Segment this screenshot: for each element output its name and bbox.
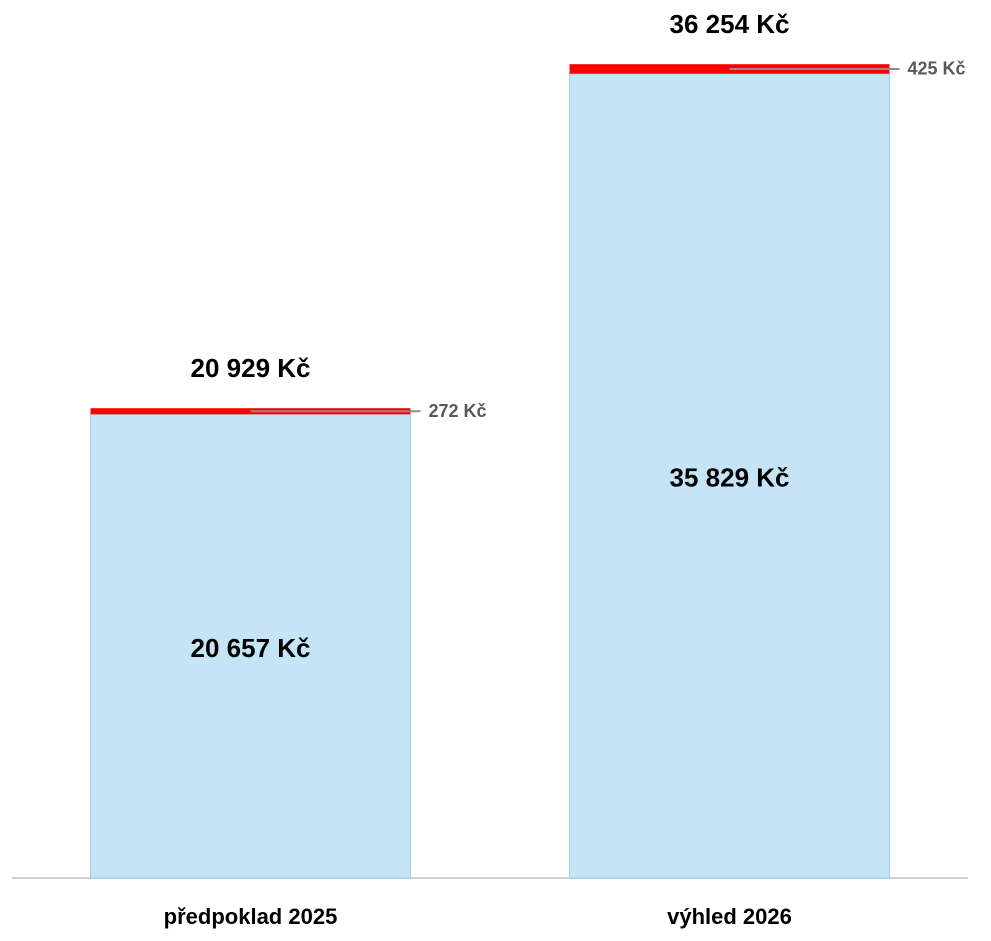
bar-segment [569,73,890,879]
data-label: 272 Kč [428,401,486,421]
total-label: 36 254 Kč [670,9,790,39]
total-label: 20 929 Kč [191,353,311,383]
x-tick-label: výhled 2026 [667,904,792,929]
data-label: 425 Kč [907,59,965,79]
data-label: 20 657 Kč [191,633,311,663]
x-tick-label: předpoklad 2025 [164,904,338,929]
data-label: 35 829 Kč [670,463,790,493]
bar-segment [90,413,411,879]
